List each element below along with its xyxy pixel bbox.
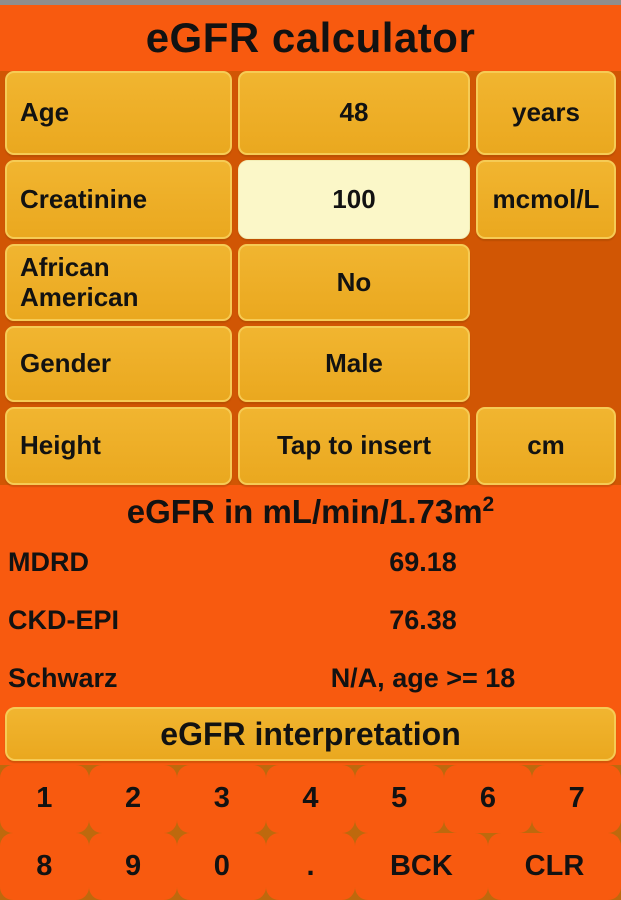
key-0[interactable]: 0 bbox=[177, 832, 267, 900]
schwarz-label: Schwarz bbox=[8, 663, 118, 693]
age-unit-button[interactable]: years bbox=[476, 71, 616, 155]
key-3[interactable]: 3 bbox=[177, 765, 267, 833]
key-5[interactable]: 5 bbox=[354, 765, 444, 833]
key-clear[interactable]: CLR bbox=[487, 832, 621, 900]
key-7[interactable]: 7 bbox=[532, 765, 621, 833]
key-1[interactable]: 1 bbox=[0, 765, 89, 833]
ckd-epi-label: CKD-EPI bbox=[8, 605, 120, 635]
result-row-ckd-epi: CKD-EPI 76.38 bbox=[0, 605, 621, 636]
height-value-button[interactable]: Tap to insert bbox=[238, 407, 470, 485]
creatinine-input[interactable]: 100 bbox=[238, 160, 470, 239]
input-grid: Age 48 years Creatinine 100 mcmol/L Afri… bbox=[0, 71, 621, 485]
key-backspace[interactable]: BCK bbox=[354, 832, 488, 900]
page-title: eGFR calculator bbox=[145, 14, 476, 61]
ckd-epi-value: 76.38 bbox=[389, 605, 457, 635]
key-9[interactable]: 9 bbox=[88, 832, 178, 900]
key-6[interactable]: 6 bbox=[443, 765, 533, 833]
african-american-unit-spacer bbox=[476, 244, 616, 321]
results-heading-superscript: 2 bbox=[482, 493, 495, 516]
numeric-keypad: 1 2 3 4 5 6 7 8 9 0 . BCK CLR bbox=[0, 765, 621, 900]
results-heading-text: eGFR in mL/min/1.73m bbox=[126, 493, 483, 530]
age-label: Age bbox=[5, 71, 232, 155]
app-header: eGFR calculator bbox=[0, 5, 621, 71]
height-unit-button[interactable]: cm bbox=[476, 407, 616, 485]
african-american-toggle[interactable]: No bbox=[238, 244, 470, 321]
keypad-row-2: 8 9 0 . BCK CLR bbox=[0, 832, 621, 900]
height-label: Height bbox=[5, 407, 232, 485]
key-8[interactable]: 8 bbox=[0, 832, 89, 900]
gender-unit-spacer bbox=[476, 326, 616, 402]
creatinine-label: Creatinine bbox=[5, 160, 232, 239]
schwarz-value: N/A, age >= 18 bbox=[330, 663, 516, 693]
mdrd-label: MDRD bbox=[8, 547, 89, 577]
egfr-interpretation-button[interactable]: eGFR interpretation bbox=[5, 707, 616, 761]
key-2[interactable]: 2 bbox=[88, 765, 178, 833]
african-american-label: African American bbox=[5, 244, 232, 321]
gender-toggle[interactable]: Male bbox=[238, 326, 470, 402]
age-value-button[interactable]: 48 bbox=[238, 71, 470, 155]
keypad-row-1: 1 2 3 4 5 6 7 bbox=[0, 765, 621, 833]
mdrd-value: 69.18 bbox=[389, 547, 457, 577]
status-bar bbox=[0, 0, 621, 5]
results-heading: eGFR in mL/min/1.73m2 bbox=[0, 493, 621, 531]
result-row-mdrd: MDRD 69.18 bbox=[0, 547, 621, 578]
creatinine-unit-button[interactable]: mcmol/L bbox=[476, 160, 616, 239]
key-4[interactable]: 4 bbox=[266, 765, 355, 833]
result-row-schwarz: Schwarz N/A, age >= 18 bbox=[0, 663, 621, 694]
key-decimal-point[interactable]: . bbox=[266, 832, 355, 900]
results-section: eGFR in mL/min/1.73m2 MDRD 69.18 CKD-EPI… bbox=[0, 485, 621, 707]
gender-label: Gender bbox=[5, 326, 232, 402]
